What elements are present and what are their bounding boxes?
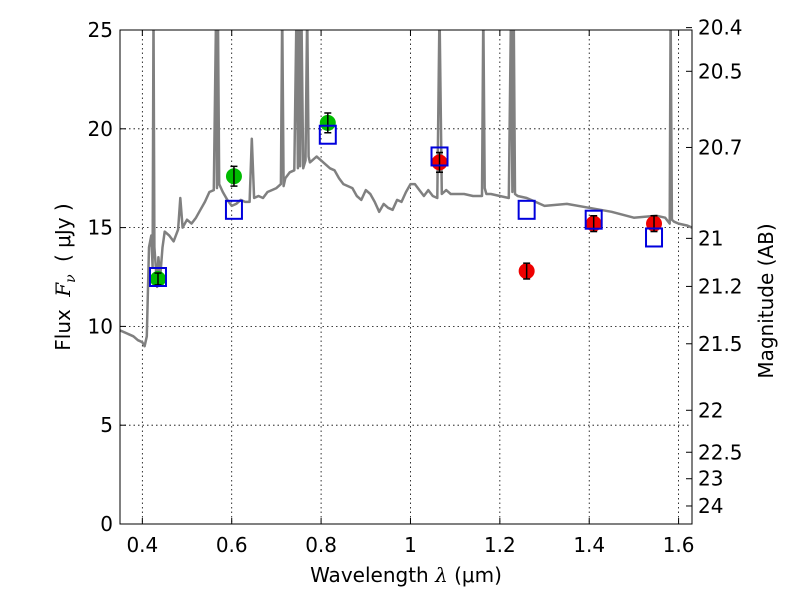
error-bar xyxy=(324,112,332,134)
error-bar xyxy=(436,151,444,174)
model-square-marker xyxy=(584,209,603,230)
y2-tick-label: 21.2 xyxy=(698,274,743,298)
y-axis-label: Flux Fν ( μJy ) xyxy=(51,203,80,350)
y-tick-label: 20 xyxy=(88,117,113,141)
x-tick-label: 1 xyxy=(404,533,417,557)
spectrum-line xyxy=(120,30,692,348)
y2-tick-label: 20.5 xyxy=(698,59,743,83)
y-tick-label: 15 xyxy=(88,216,113,240)
model-square-marker xyxy=(430,146,449,167)
error-bar xyxy=(523,262,531,280)
plot-frame xyxy=(119,29,693,525)
model-square-marker xyxy=(148,267,167,287)
error-bar xyxy=(230,165,238,187)
axis-ticks: 0.4 0.6 0.8 1 1.2 1.4 1.6 0 5 10 15 20 25 20.4 20.5 20.… xyxy=(88,16,743,557)
plot-area xyxy=(120,30,692,348)
y2-tick-label: 23 xyxy=(698,467,723,491)
model-square-marker xyxy=(645,227,664,248)
y-tick-label: 10 xyxy=(88,314,113,338)
y2-tick-label: 21.5 xyxy=(698,332,743,356)
model-square-marker xyxy=(318,124,337,145)
y2-tick-label: 21 xyxy=(698,226,723,250)
x-axis-label: Wavelength λ (μm) xyxy=(310,563,502,587)
error-bar xyxy=(154,272,162,286)
y2-tick-label: 20.7 xyxy=(698,135,743,159)
x-tick-label: 0.6 xyxy=(216,533,248,557)
y2-tick-label: 22.5 xyxy=(698,440,743,464)
x-tick-label: 1.6 xyxy=(663,533,695,557)
x-tick-label: 0.4 xyxy=(126,533,158,557)
y-tick-label: 5 xyxy=(100,413,113,437)
y-tick-label: 0 xyxy=(100,512,113,536)
y-tick-label: 25 xyxy=(88,18,113,42)
y2-axis-label: Magnitude (AB) xyxy=(754,223,778,378)
model-square-marker xyxy=(517,199,536,220)
model-square-marker xyxy=(224,199,243,220)
y2-tick-label: 22 xyxy=(698,398,723,422)
x-tick-label: 1.2 xyxy=(484,533,516,557)
y2-tick-label: 20.4 xyxy=(698,16,743,40)
grid xyxy=(120,29,692,525)
x-tick-label: 0.8 xyxy=(305,533,337,557)
x-tick-label: 1.4 xyxy=(573,533,605,557)
y2-tick-label: 24 xyxy=(698,494,723,518)
